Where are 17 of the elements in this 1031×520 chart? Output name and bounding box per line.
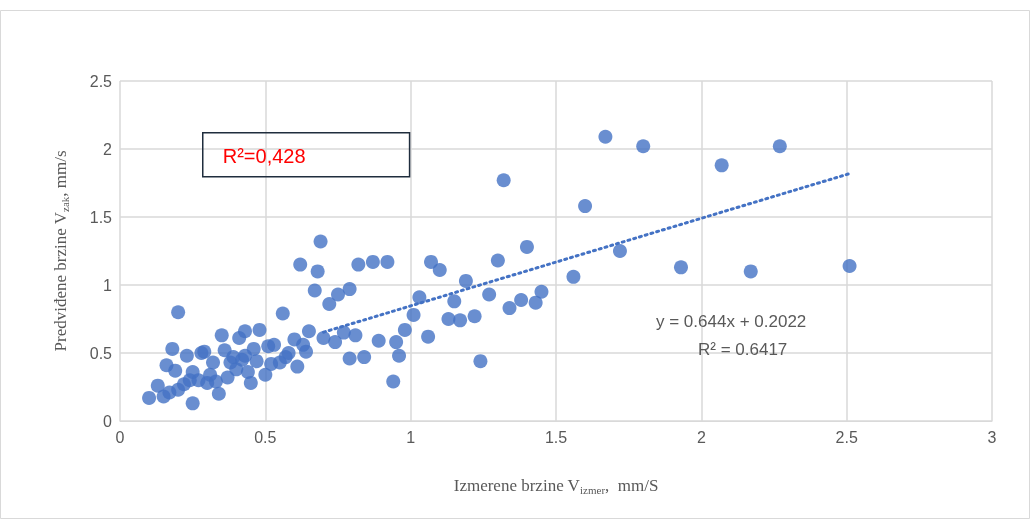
x-tick-label: 0 — [115, 428, 125, 446]
x-tick-label: 1.5 — [544, 428, 568, 446]
y-tick-label: 0 — [103, 412, 113, 430]
y-tick-label: 1 — [103, 276, 113, 294]
annotation: y = 0.644x + 0.2022 — [656, 312, 807, 331]
x-tick-label: 2.5 — [835, 428, 858, 446]
y-tick-label: 2 — [103, 140, 113, 158]
x-tick-label: 1 — [406, 428, 416, 446]
y-tick-label: 2.5 — [89, 72, 113, 90]
y-tick-label: 0.5 — [89, 344, 113, 362]
y-axis-title: Predviđene brzine Vzak, mm/s — [51, 150, 71, 352]
y-tick-label: 1.5 — [89, 208, 113, 226]
x-tick-label: 2 — [696, 428, 706, 446]
annotation: R²=0,428 — [222, 144, 306, 167]
x-tick-label: 0.5 — [254, 428, 277, 446]
x-tick-label: 3 — [987, 428, 997, 446]
annotation: R² = 0.6417 — [698, 340, 788, 359]
